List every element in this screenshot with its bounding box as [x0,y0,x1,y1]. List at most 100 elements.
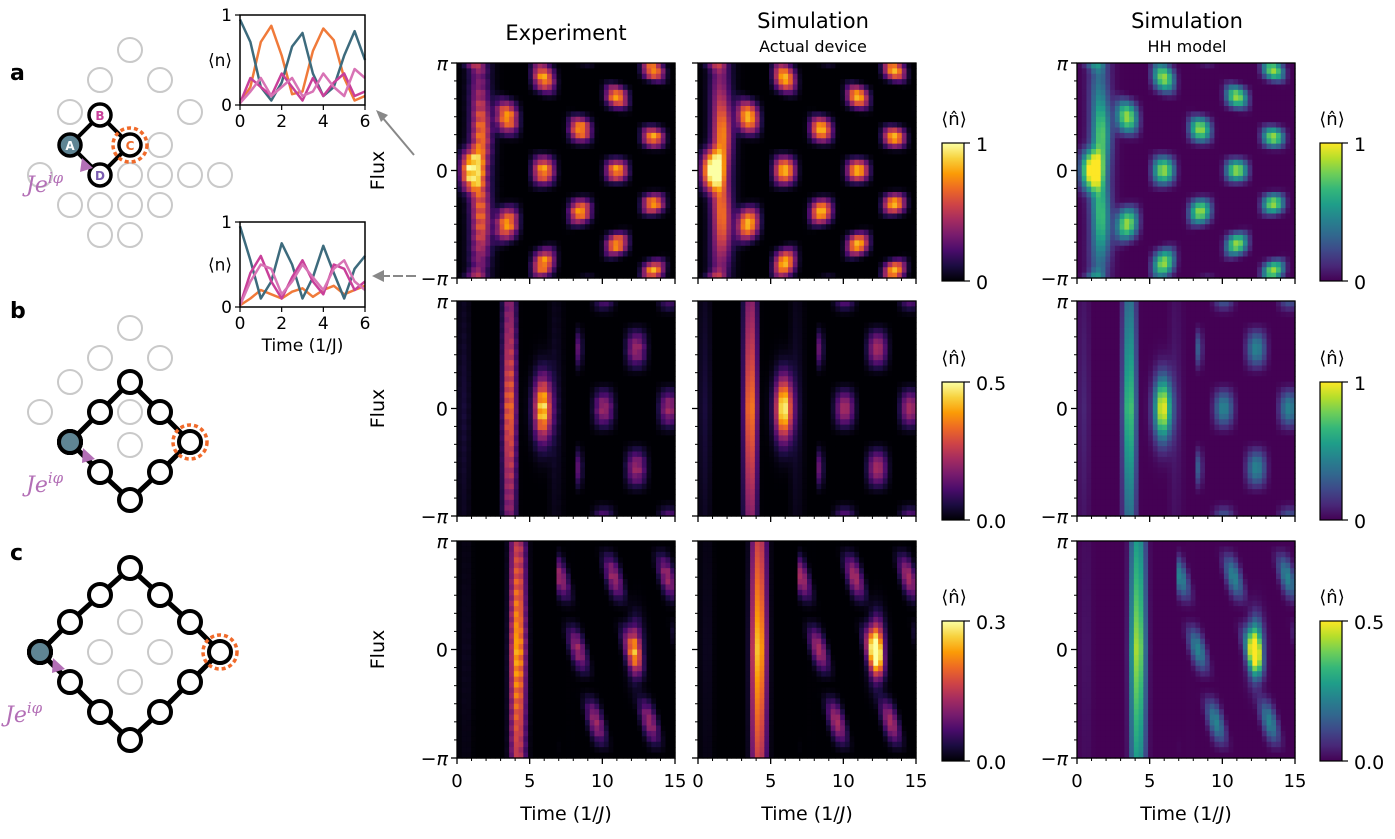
heatmap-cell [807,79,813,86]
target-site-marker [111,126,149,164]
heatmap-cell [580,127,586,134]
heatmap-cell [457,79,463,86]
heatmap-cell [1195,213,1201,220]
heatmap-cell [466,186,472,193]
heatmap-cell [816,89,822,96]
heatmap-cell [802,63,808,69]
heatmap-cell [622,73,629,80]
site-label-c: C [126,139,135,153]
heatmap-cell [792,202,799,209]
heatmap-cell [627,73,633,80]
heatmap-cell [461,100,468,107]
heatmap-cell [707,149,713,155]
heatmap-cell [485,208,491,215]
heatmap-cell [1204,202,1211,209]
heatmap-cell [1195,170,1201,177]
heatmap-cell [641,73,648,80]
heatmap-cell [759,95,765,102]
heatmap-cell [1077,218,1083,225]
heatmap-cell [754,240,761,247]
heatmap-cell [1157,261,1163,268]
heatmap-cell [589,197,596,204]
heatmap-cell [570,154,577,161]
heatmap-cell [547,256,553,263]
heatmap-cell [797,208,803,215]
heatmap-cell [660,95,667,102]
heatmap-cell [849,272,855,279]
heatmap-cell [759,197,765,204]
heatmap-cell [1167,159,1173,166]
heatmap-cell [575,208,581,215]
heatmap-cell [702,267,709,274]
heatmap-cell [1138,106,1144,112]
heatmap-cell [651,79,657,86]
heatmap-cell [561,73,567,80]
heatmap-cell [1081,149,1088,155]
heatmap-cell [485,175,491,182]
heatmap-cell [580,159,586,166]
heatmap-cell [1181,68,1187,75]
heatmap-cell [1124,229,1130,236]
heatmap-cell [537,202,543,209]
heatmap-cell [627,154,633,161]
heatmap-cell [716,63,723,69]
heatmap-cell [1152,202,1159,209]
heatmap-cell [844,106,851,112]
heatmap-cell [480,116,487,123]
heatmap-cell [1152,143,1159,150]
heatmap-cell [1119,224,1125,231]
heatmap-cell [754,197,761,204]
heatmap-cell [566,186,572,193]
heatmap-cell [783,154,789,161]
heatmap-cell [656,68,662,75]
heatmap-cell [584,132,591,139]
heatmap-cell [830,165,837,172]
heatmap-cell [887,229,893,236]
heatmap-cell [1181,165,1187,172]
heatmap-cell [622,213,629,220]
heatmap-cell [1133,111,1140,118]
heatmap-cell [807,251,813,258]
heatmap-cell [561,208,567,215]
heatmap-cell [1181,256,1187,263]
heatmap-cell [873,202,879,209]
heatmap-cell [1081,181,1088,188]
heatmap-cell [1186,175,1192,182]
heatmap-cell [897,159,903,166]
heatmap-cell [830,89,837,96]
heatmap-cell [764,132,770,139]
heatmap-cell [854,132,860,139]
heatmap-cell [764,267,770,274]
heatmap-cell [868,132,874,139]
heatmap-cell [1105,235,1111,241]
heatmap-cell [485,272,491,279]
heatmap-cell [1143,245,1149,252]
heatmap-cell [1081,192,1088,198]
heatmap-cell [475,149,482,155]
heatmap-cell [1186,165,1192,172]
heatmap-cell [627,197,633,204]
heatmap-cell [537,181,543,188]
heatmap-cell [637,224,643,231]
heatmap-cell [589,213,596,220]
heatmap-cell [480,122,487,129]
heatmap-cell [859,218,865,225]
heatmap-cell [494,159,501,166]
heatmap-cell [1167,175,1173,182]
heatmap-cell [1176,68,1182,75]
heatmap-cell [504,175,510,182]
heatmap-cell [702,245,709,252]
heatmap-cell [457,100,463,107]
heatmap-cell [698,127,704,134]
heatmap-cell [575,111,581,118]
heatmap-cell [575,149,581,155]
heatmap-cell [490,245,496,252]
heatmap-cell [665,132,671,139]
heatmap-cell [665,186,671,193]
heatmap-cell [1138,272,1144,279]
heatmap-cell [471,89,477,96]
heatmap-cell [707,192,713,198]
heatmap-cell [1171,111,1178,118]
heatmap-cell [778,256,784,263]
inset-y-tick-label: 1 [221,6,232,26]
